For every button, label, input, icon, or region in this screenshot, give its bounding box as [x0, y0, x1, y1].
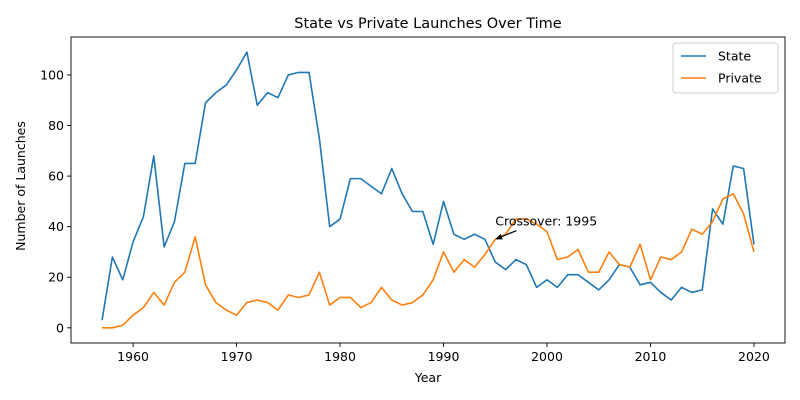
y-tick-label: 40 — [48, 219, 64, 234]
y-tick-label: 100 — [40, 67, 64, 82]
y-axis-label: Number of Launches — [13, 121, 28, 251]
plot-frame — [70, 36, 786, 344]
legend-label-state: State — [718, 49, 751, 64]
series-line-state — [101, 51, 755, 321]
x-tick-label: 2000 — [531, 349, 563, 364]
crossover-annotation: Crossover: 1995 — [495, 214, 597, 240]
legend: State Private — [672, 42, 779, 94]
x-tick-label: 1990 — [428, 349, 460, 364]
series-line-private — [102, 192, 755, 329]
x-tick-label: 1970 — [221, 349, 253, 364]
annotation-arrow — [501, 230, 517, 238]
y-tick-label: 0 — [56, 320, 64, 335]
chart-title: State vs Private Launches Over Time — [294, 16, 562, 32]
y-axis: 0 20 40 60 80 100 — [40, 67, 71, 335]
x-tick-label: 1960 — [117, 349, 149, 364]
x-tick-label: 1980 — [324, 349, 356, 364]
y-tick-label: 80 — [48, 118, 64, 133]
x-tick-label: 2020 — [738, 349, 770, 364]
legend-label-private: Private — [718, 71, 762, 86]
series-layer — [101, 51, 755, 329]
x-axis: 1960 1970 1980 1990 2000 2010 2020 — [117, 343, 770, 364]
y-tick-label: 20 — [48, 270, 64, 285]
annotation-arrowhead — [495, 233, 503, 240]
y-tick-label: 60 — [48, 169, 64, 184]
x-tick-label: 2010 — [635, 349, 667, 364]
x-axis-label: Year — [414, 370, 442, 385]
plot-area — [101, 51, 755, 329]
annotation-label: Crossover: 1995 — [495, 214, 597, 229]
